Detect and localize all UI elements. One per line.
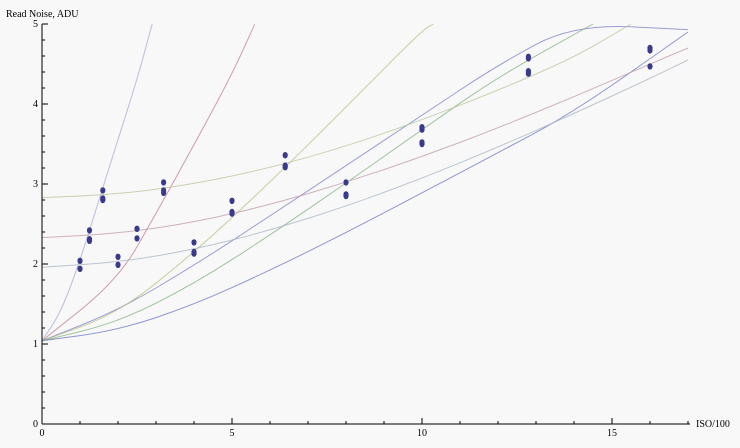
x-ticks: 0 5 10 15 — [40, 418, 689, 439]
data-point — [525, 55, 532, 62]
x-tick-label: 10 — [417, 428, 427, 439]
y-tick-label: 4 — [33, 99, 38, 110]
data-point — [77, 265, 83, 272]
fit-curve-5 — [41, 31, 689, 342]
data-point — [282, 152, 288, 159]
data-point — [100, 187, 106, 194]
axes-layer: 0 5 10 15 0 1 2 3 4 5 — [33, 19, 690, 439]
data-point — [525, 70, 532, 77]
y-tick-label: 2 — [33, 259, 38, 270]
data-point — [343, 179, 349, 186]
data-point — [134, 225, 140, 232]
y-axis-label: Read Noise, ADU — [6, 9, 79, 20]
x-tick-label: 15 — [607, 428, 617, 439]
data-point — [647, 47, 653, 54]
data-point — [115, 261, 121, 268]
data-point — [282, 164, 288, 171]
fit-curve-7 — [41, 47, 689, 239]
curves-layer — [41, 23, 689, 342]
fit-curve-6 — [41, 23, 153, 342]
fit-curve-8 — [41, 59, 689, 268]
points-layer — [77, 44, 653, 272]
data-point — [86, 227, 93, 234]
data-point — [77, 257, 83, 264]
data-point — [86, 237, 93, 244]
data-point — [100, 196, 106, 204]
data-point — [647, 63, 653, 70]
data-point — [161, 179, 167, 186]
data-point — [229, 197, 235, 204]
fit-curve-4 — [41, 23, 594, 342]
data-point — [191, 239, 197, 246]
y-tick-label: 5 — [33, 19, 38, 30]
data-point — [161, 189, 167, 196]
data-point — [419, 140, 425, 148]
fit-curve-9 — [41, 23, 632, 199]
fit-curve-3 — [41, 23, 434, 342]
data-point — [115, 253, 121, 260]
y-tick-label: 1 — [33, 339, 38, 350]
x-tick-label: 0 — [40, 428, 45, 439]
data-point — [343, 192, 349, 200]
data-point — [191, 250, 197, 257]
x-axis-label: ISO/100 — [696, 419, 730, 430]
data-point — [419, 126, 425, 133]
y-tick-label: 0 — [33, 419, 38, 430]
x-tick-label: 5 — [230, 428, 235, 439]
y-tick-label: 3 — [33, 179, 38, 190]
fit-curve-2 — [41, 23, 256, 342]
y-ticks: 0 1 2 3 4 5 — [33, 19, 48, 430]
data-point — [229, 210, 235, 217]
data-point — [134, 235, 140, 242]
